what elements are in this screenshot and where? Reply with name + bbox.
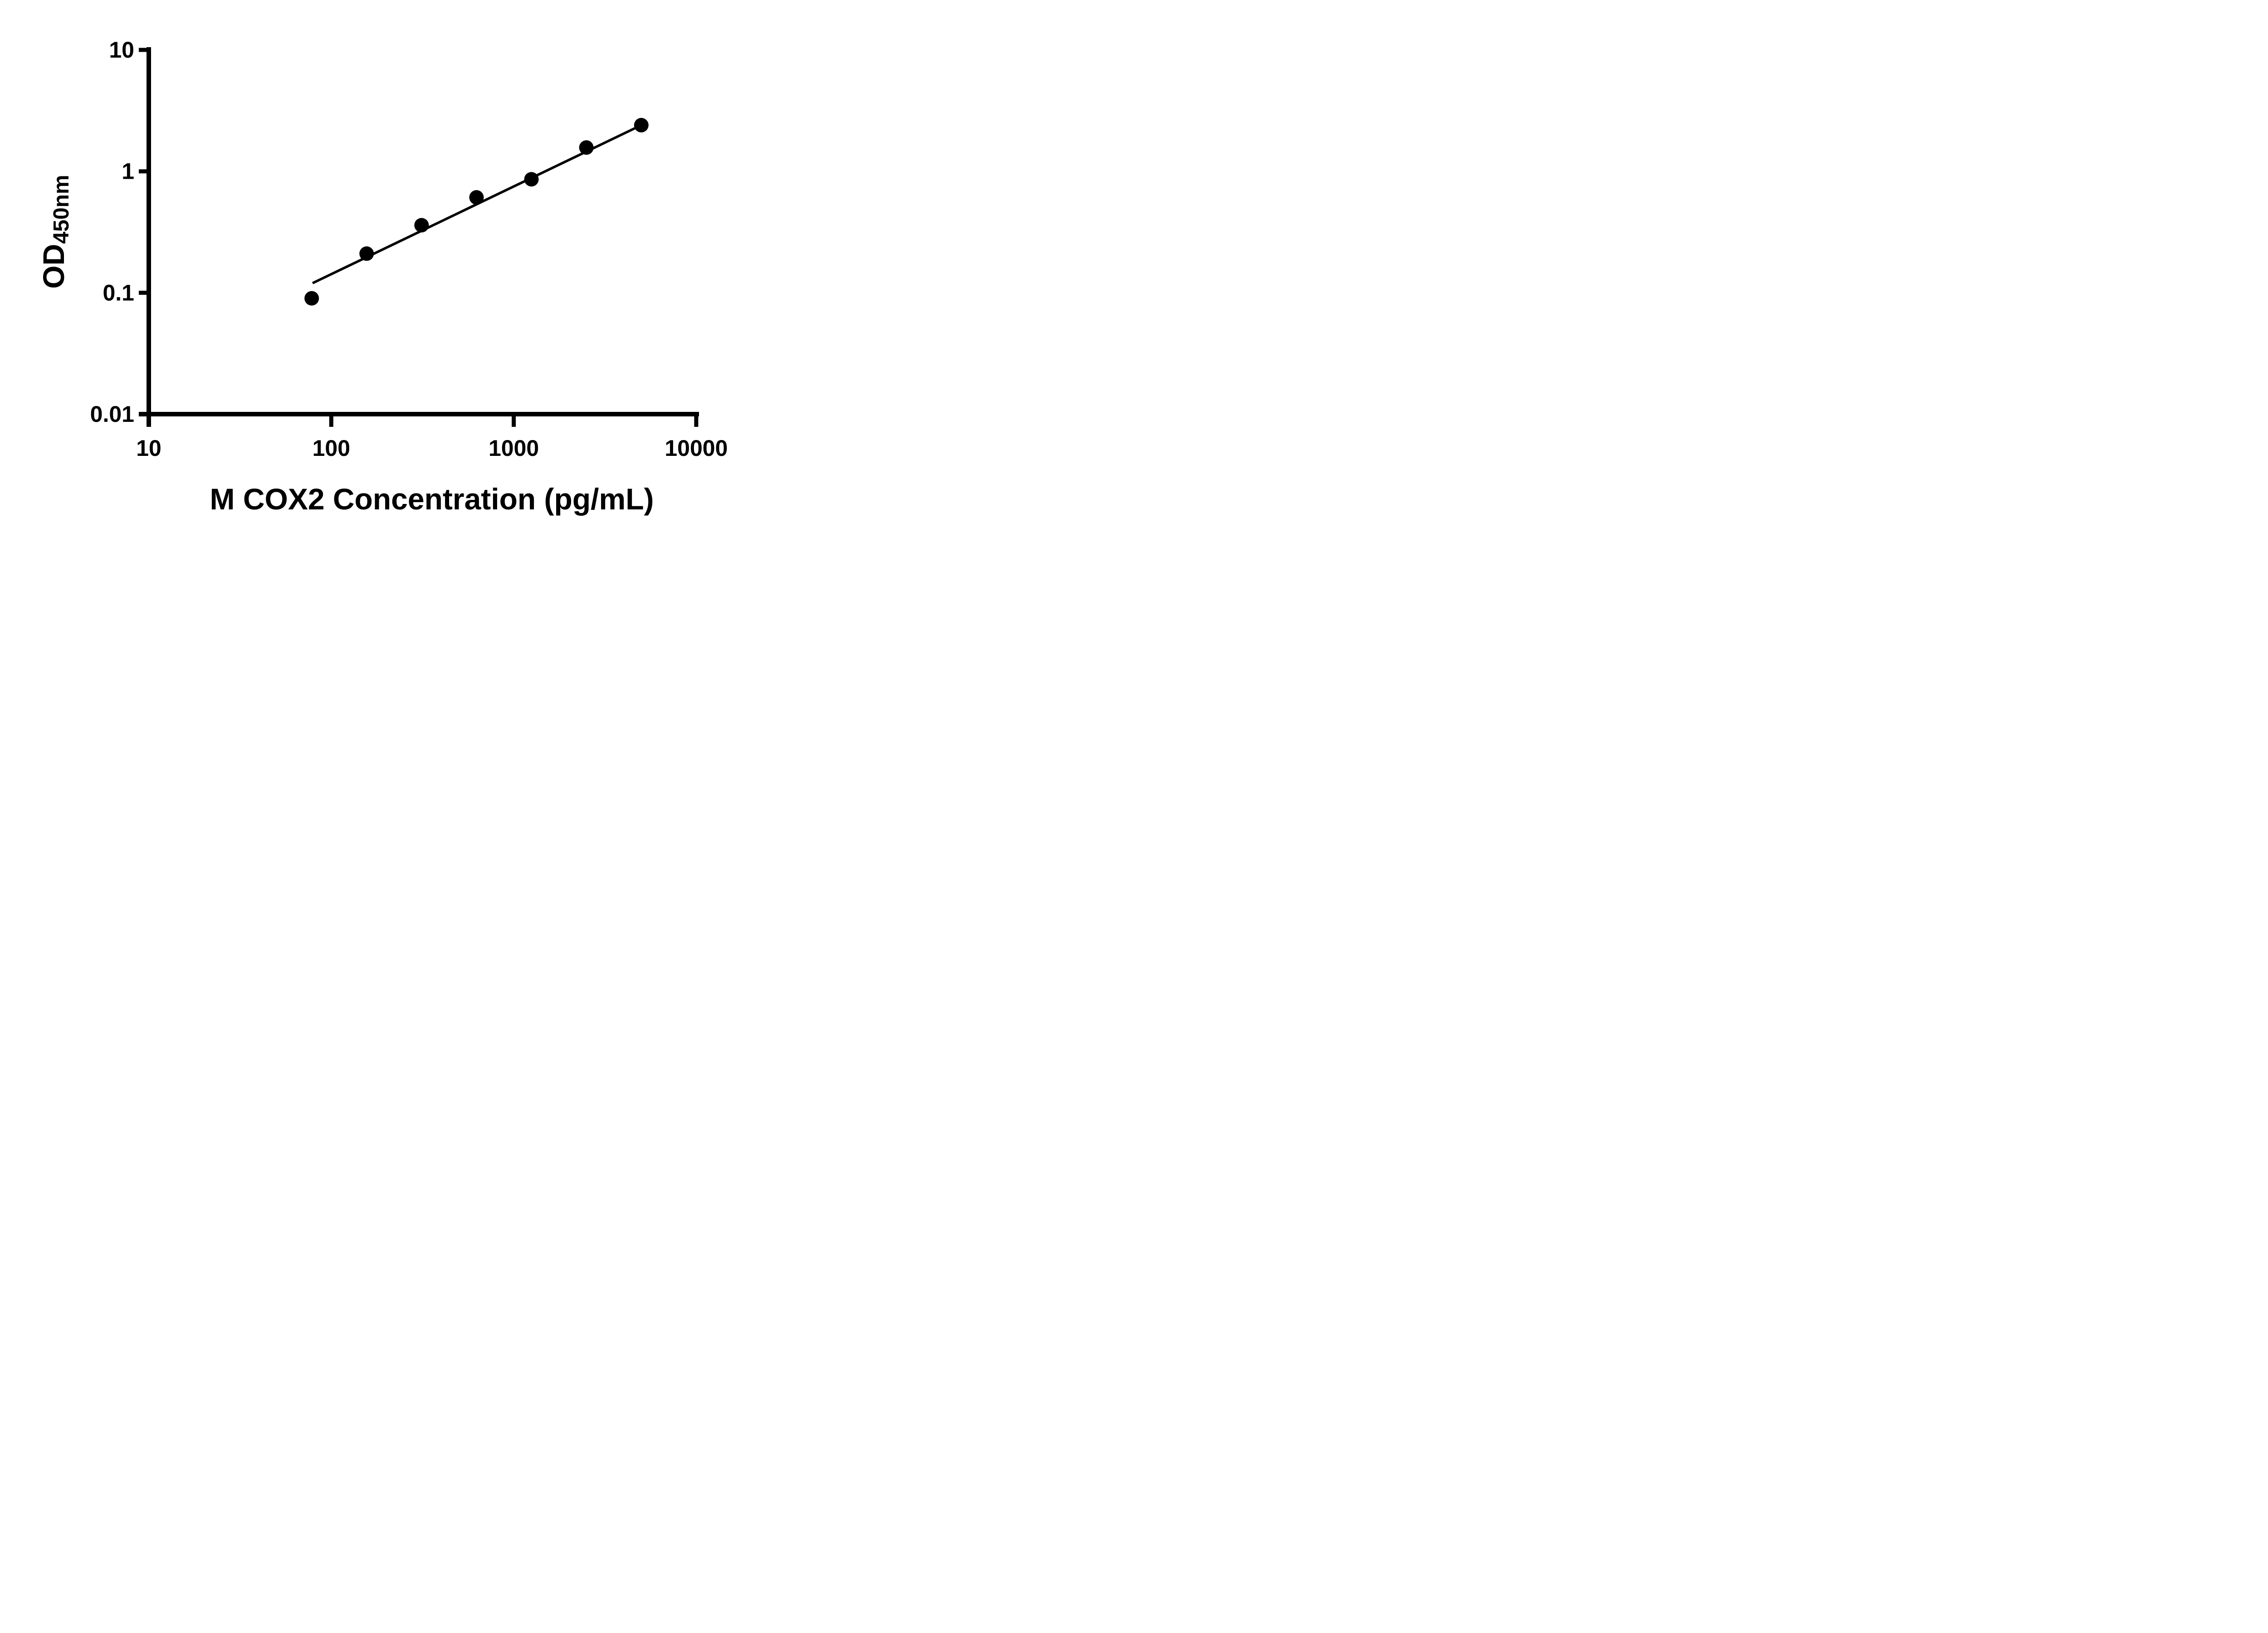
y-axis-title: OD450nm (36, 175, 73, 289)
data-point (469, 190, 484, 205)
x-axis-title: M COX2 Concentration (pg/mL) (210, 482, 654, 516)
x-tick-label: 100 (313, 435, 350, 461)
data-point (304, 291, 319, 306)
y-axis-title-subscript: 450nm (49, 175, 73, 244)
data-point (524, 172, 539, 187)
elisa-standard-curve-figure: 10 1 0.1 0.01 10 100 1000 10000 OD450nm M COX2 … (0, 0, 777, 544)
x-tick-label: 1000 (489, 435, 539, 461)
y-tick-label: 1 (122, 159, 134, 184)
x-tick-label: 10 (136, 435, 161, 461)
y-tick-label: 10 (109, 37, 134, 63)
y-tick-label: 0.1 (103, 280, 134, 305)
data-point (414, 218, 429, 233)
data-point (579, 140, 594, 155)
y-tick-label: 0.01 (90, 401, 134, 427)
x-tick-label: 10000 (665, 435, 728, 461)
y-axis-title-main: OD (37, 244, 70, 289)
data-point (634, 117, 649, 132)
data-point (359, 246, 374, 261)
